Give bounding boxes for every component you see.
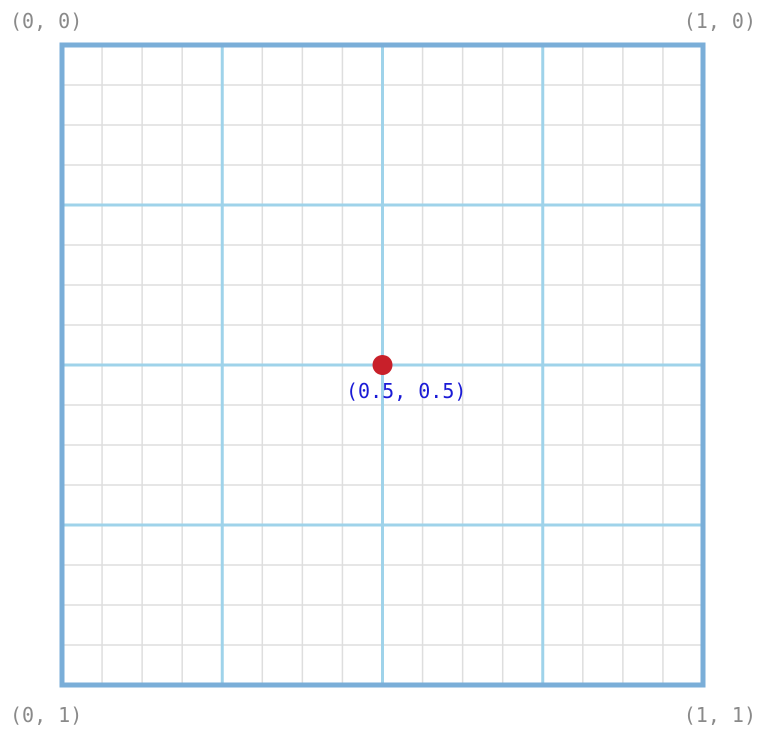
corner-label-top-right: (1, 0) [683,9,756,33]
grid-border [59,42,706,688]
center-point-marker [372,355,393,375]
corner-label-bottom-right: (1, 1) [683,703,756,727]
corner-label-bottom-left: (0, 1) [10,703,83,727]
center-point-label: (0.5, 0.5) [346,379,467,403]
corner-label-top-left: (0, 0) [10,9,83,33]
